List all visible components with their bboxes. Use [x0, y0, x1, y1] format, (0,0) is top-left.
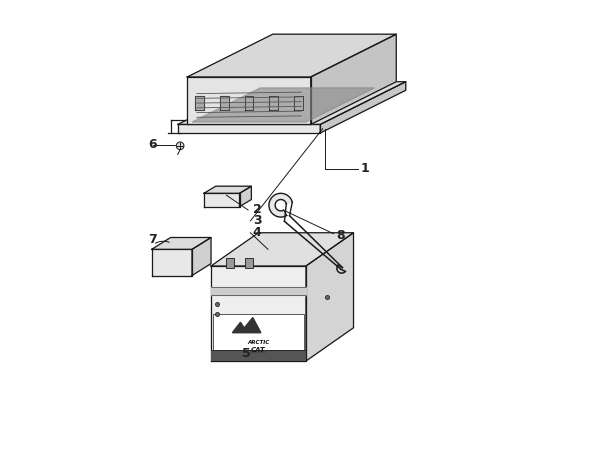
Text: 2: 2	[253, 203, 261, 217]
Polygon shape	[192, 88, 375, 122]
Text: 8: 8	[336, 228, 345, 242]
Polygon shape	[152, 238, 211, 249]
Text: 1: 1	[360, 162, 370, 175]
Polygon shape	[233, 317, 261, 332]
Polygon shape	[320, 82, 406, 133]
Bar	[245, 258, 253, 268]
Polygon shape	[192, 238, 211, 276]
Polygon shape	[311, 34, 396, 124]
Polygon shape	[245, 96, 253, 110]
Circle shape	[176, 142, 184, 150]
Bar	[211, 350, 306, 361]
Polygon shape	[220, 96, 228, 110]
Text: GS10S-BS: GS10S-BS	[250, 350, 267, 354]
Polygon shape	[306, 233, 354, 361]
Text: ARCTIC: ARCTIC	[247, 340, 270, 345]
Text: 7: 7	[148, 233, 157, 247]
Text: CAT: CAT	[251, 347, 266, 353]
Polygon shape	[187, 77, 311, 124]
Polygon shape	[152, 249, 192, 276]
Text: 6: 6	[148, 138, 157, 152]
Polygon shape	[195, 96, 204, 110]
Polygon shape	[177, 82, 406, 124]
Polygon shape	[269, 96, 278, 110]
Bar	[226, 258, 234, 268]
Polygon shape	[211, 233, 354, 266]
Bar	[214, 314, 304, 356]
Polygon shape	[269, 193, 293, 217]
Polygon shape	[204, 186, 252, 193]
Polygon shape	[211, 266, 306, 361]
Text: 3: 3	[253, 214, 261, 228]
Polygon shape	[239, 186, 252, 207]
Polygon shape	[204, 193, 239, 207]
Text: 5: 5	[242, 347, 251, 361]
Text: 4: 4	[253, 226, 261, 239]
Polygon shape	[294, 96, 303, 110]
Polygon shape	[177, 124, 320, 133]
Polygon shape	[187, 34, 396, 77]
